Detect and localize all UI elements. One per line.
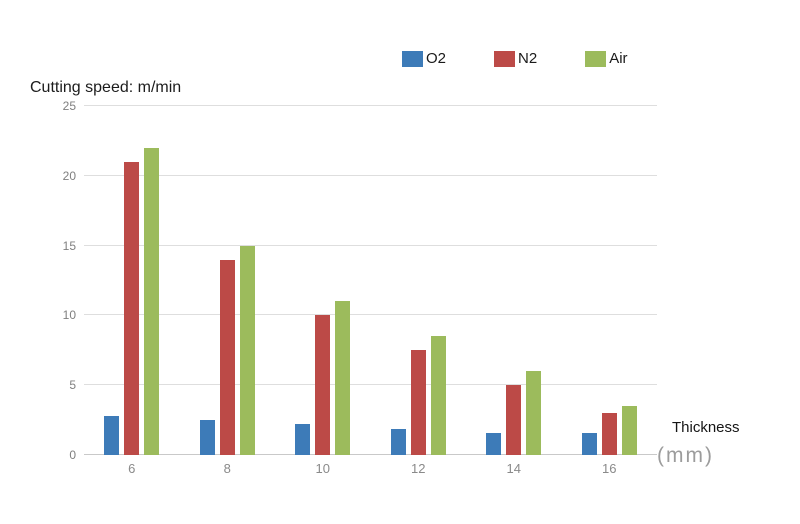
bar-air-12 bbox=[430, 336, 446, 455]
x-axis-unit: (mm) bbox=[657, 444, 714, 467]
x-axis-tick-labels: 6 8 10 12 14 16 bbox=[84, 461, 657, 476]
y-axis-tick-labels: 0 5 10 15 20 25 bbox=[30, 0, 76, 524]
bar-group-14 bbox=[486, 106, 542, 455]
y-tick-label-0: 0 bbox=[69, 448, 76, 462]
bar-o2-8 bbox=[199, 420, 215, 455]
y-tick-label-10: 10 bbox=[62, 308, 76, 323]
x-tick-label-16: 16 bbox=[602, 461, 617, 476]
bar-o2-12 bbox=[390, 428, 406, 455]
legend-swatch-air bbox=[585, 51, 607, 67]
bar-air-16 bbox=[621, 406, 637, 455]
bar-group-10 bbox=[295, 106, 351, 455]
x-tick-label-12: 12 bbox=[411, 461, 426, 476]
legend-swatch-n2 bbox=[494, 51, 516, 67]
plot-area bbox=[84, 105, 657, 455]
x-tick-label-10: 10 bbox=[315, 461, 330, 476]
x-tick-label-8: 8 bbox=[223, 461, 231, 476]
legend-item-o2: O2 bbox=[402, 51, 446, 67]
x-axis-baseline bbox=[84, 454, 657, 455]
bar-air-10 bbox=[335, 301, 351, 455]
x-tick-label-14: 14 bbox=[506, 461, 521, 476]
legend-item-n2: N2 bbox=[494, 51, 537, 67]
bar-group-16 bbox=[581, 106, 637, 455]
bar-n2-8 bbox=[219, 259, 235, 455]
legend-item-air: Air bbox=[585, 50, 628, 67]
chart-legend: O2 N2 Air bbox=[402, 51, 628, 67]
bar-air-14 bbox=[526, 371, 542, 455]
legend-label: Air bbox=[609, 50, 628, 67]
y-tick-label-25: 25 bbox=[62, 99, 76, 113]
gridline-15 bbox=[84, 244, 657, 246]
bar-air-6 bbox=[144, 147, 160, 455]
bar-n2-16 bbox=[601, 413, 617, 455]
bar-air-8 bbox=[239, 245, 255, 455]
x-tick-label-6: 6 bbox=[128, 461, 136, 476]
y-tick-label-5: 5 bbox=[69, 378, 76, 393]
x-axis-title: Thickness bbox=[672, 419, 740, 436]
bar-n2-6 bbox=[124, 161, 140, 455]
bar-o2-10 bbox=[295, 424, 311, 455]
gridline-10 bbox=[84, 314, 657, 316]
bar-o2-16 bbox=[581, 432, 597, 455]
legend-swatch-o2 bbox=[402, 51, 423, 67]
legend-label: N2 bbox=[518, 50, 538, 67]
gridline-20 bbox=[84, 174, 657, 176]
bar-n2-14 bbox=[506, 385, 522, 455]
gridline-25 bbox=[84, 105, 657, 106]
bar-n2-12 bbox=[410, 350, 426, 455]
y-tick-label-15: 15 bbox=[62, 238, 76, 253]
bar-group-12 bbox=[390, 106, 446, 455]
bar-groups bbox=[84, 106, 657, 455]
gridline-5 bbox=[84, 384, 657, 386]
bar-group-6 bbox=[104, 106, 160, 455]
bar-group-8 bbox=[199, 106, 255, 455]
legend-label: O2 bbox=[426, 50, 447, 67]
y-tick-label-20: 20 bbox=[62, 168, 76, 183]
bar-o2-14 bbox=[486, 432, 502, 455]
bar-o2-6 bbox=[104, 415, 120, 455]
bar-n2-10 bbox=[315, 315, 331, 455]
y-axis-title: Cutting speed: m/min bbox=[30, 79, 182, 96]
